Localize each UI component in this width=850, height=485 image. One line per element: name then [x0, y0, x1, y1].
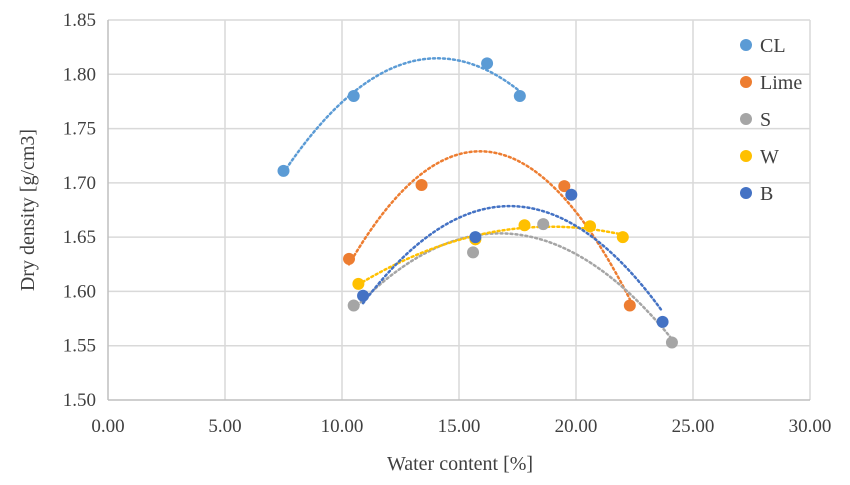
y-tick-label: 1.85: [63, 10, 96, 31]
data-point-lime: [558, 180, 571, 193]
y-tick-label: 1.70: [63, 173, 96, 194]
axes: [107, 20, 810, 401]
data-point-cl: [481, 57, 494, 70]
data-point-lime: [415, 179, 428, 192]
y-tick-label: 1.50: [63, 390, 96, 411]
y-tick-label: 1.80: [63, 64, 96, 85]
legend: CL Lime SWB: [740, 35, 802, 205]
legend-label-cl: CL: [760, 35, 786, 57]
tick-labels: 1.50 1.55 1.60 1.65 1.70 1.75 1.80 1.85 0.00 5.00…: [63, 10, 832, 437]
legend-marker-cl: [740, 39, 752, 51]
data-point-s: [467, 246, 480, 259]
trendline-w: [357, 225, 625, 286]
x-axis-title: Water content [%]: [387, 453, 533, 475]
data-point-s: [537, 218, 550, 231]
trendline-cl: [282, 57, 522, 174]
x-tick-label: 0.00: [91, 416, 124, 437]
y-tick-label: 1.60: [63, 281, 96, 302]
legend-label-s: S: [760, 109, 771, 131]
x-tick-label: 15.00: [438, 416, 481, 437]
data-point-cl: [347, 90, 360, 102]
data-point-w: [616, 231, 629, 244]
data-point-lime: [623, 299, 636, 312]
data-point-b: [565, 188, 578, 201]
legend-label-lime: Lime: [760, 72, 802, 94]
data-point-lime: [343, 252, 356, 265]
data-point-b: [656, 315, 669, 328]
legend-marker-lime: [740, 76, 752, 88]
data-point-w: [518, 219, 531, 232]
trendline-lime: [347, 150, 632, 301]
trendlines: [282, 57, 674, 341]
data-points: [277, 57, 678, 349]
grid-lines: [108, 19, 811, 400]
data-point-w: [584, 220, 597, 233]
data-point-b: [469, 231, 482, 244]
legend-marker-s: [740, 113, 752, 125]
data-point-s: [347, 299, 360, 312]
y-axis-title: Dry density [g/cm3]: [17, 129, 39, 291]
data-point-w: [352, 277, 365, 290]
y-tick-label: 1.65: [63, 227, 96, 248]
x-tick-label: 25.00: [672, 416, 715, 437]
legend-marker-b: [740, 187, 752, 199]
trendline-b: [361, 204, 664, 313]
x-tick-label: 20.00: [555, 416, 598, 437]
data-point-cl: [277, 164, 290, 177]
legend-marker-w: [740, 150, 752, 162]
y-tick-label: 1.75: [63, 119, 96, 140]
legend-label-b: B: [760, 183, 773, 205]
trendline-s: [352, 232, 674, 341]
data-point-b: [357, 289, 370, 302]
x-tick-label: 10.00: [321, 416, 364, 437]
x-tick-label: 30.00: [789, 416, 832, 437]
legend-label-w: W: [760, 146, 779, 168]
data-point-s: [665, 336, 678, 349]
y-tick-label: 1.55: [63, 336, 96, 357]
data-point-cl: [513, 90, 526, 102]
x-tick-label: 5.00: [208, 416, 241, 437]
